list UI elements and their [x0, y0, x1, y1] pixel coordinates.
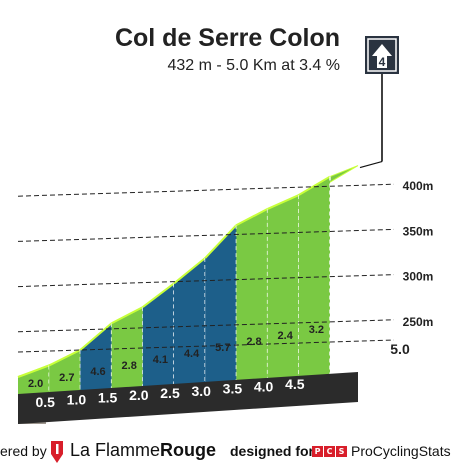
- profile-segments: [17, 175, 331, 394]
- gradient-labels: 2.0 2.7 4.6 2.8 4.1 4.4 5.7 2.8 2.4 3.2: [28, 324, 324, 390]
- baseline-gridline: [17, 339, 395, 353]
- category-marker: 44: [359, 36, 399, 169]
- gradient-label: 5.7: [215, 342, 230, 354]
- pcs-badge-c: C: [324, 446, 335, 457]
- distance-band: 0.5 1.0 1.5 2.0 2.5 3.0 3.5 4.0 4.5 5.0: [18, 341, 410, 424]
- gradient-label: 4.1: [153, 354, 168, 366]
- segment-edge: [48, 348, 81, 367]
- segment-edge: [17, 364, 50, 378]
- la-flamme-rouge-logo-icon: [51, 441, 63, 463]
- km-label: 2.0: [129, 387, 149, 403]
- footer: ered by La FlammeRouge designed for P C …: [0, 437, 455, 468]
- elevation-tick-label: 250m: [403, 315, 434, 329]
- km-label: 4.0: [254, 378, 274, 394]
- segment-edge: [142, 282, 175, 308]
- elevation-tick-label: 300m: [403, 270, 434, 284]
- km-label: 2.5: [160, 385, 180, 401]
- pcs-badge-p: P: [312, 446, 323, 457]
- gradient-label: 2.7: [59, 372, 74, 384]
- gradient-label: 2.8: [246, 336, 261, 348]
- distance-band-face: [18, 372, 358, 424]
- segment-edge: [111, 306, 144, 325]
- segment-edge: [79, 322, 113, 351]
- powered-by-text: ered by: [0, 443, 47, 459]
- segment-face: [205, 225, 237, 394]
- elevation-gridline: [17, 319, 395, 333]
- gradient-label: 2.0: [28, 378, 43, 390]
- km-label: 1.0: [67, 392, 87, 408]
- gradient-label: 2.4: [278, 330, 294, 342]
- category-label-bg: [377, 56, 387, 68]
- pcs-badge-icon: P C S: [312, 446, 347, 457]
- procyclingstats-link[interactable]: ProCyclingStats: [351, 443, 451, 459]
- elevation-tick-label: 400m: [403, 179, 434, 193]
- segment-face: [80, 323, 112, 394]
- gradient-label: 4.4: [184, 348, 200, 360]
- km-label: 0.5: [35, 394, 55, 410]
- segment-face: [267, 195, 299, 394]
- elevation-tick-label: 350m: [403, 224, 434, 238]
- mountain-category-icon: [372, 44, 392, 56]
- segment-face: [18, 365, 50, 394]
- category-pointer: [359, 160, 383, 169]
- pcs-badge-s: S: [336, 446, 347, 457]
- segment-edge: [298, 175, 331, 196]
- elevation-gridline: [17, 183, 395, 197]
- segment-face: [111, 307, 143, 394]
- brand-regular: La Flamme: [70, 440, 161, 460]
- la-flamme-rouge-brand[interactable]: La FlammeRouge: [70, 440, 216, 461]
- segment-face: [236, 208, 268, 394]
- gradient-label: 2.8: [122, 360, 137, 372]
- km-label: 1.5: [98, 389, 118, 405]
- segment-face: [49, 349, 81, 394]
- elevation-axis: 250m 300m 350m 400m: [403, 179, 434, 329]
- designed-for-text: designed for: [230, 443, 315, 459]
- km-label: 5.0: [390, 341, 410, 357]
- elevation-gridline: [17, 228, 395, 242]
- km-label: 3.0: [191, 383, 211, 399]
- km-label: 3.5: [223, 381, 243, 397]
- climb-title: Col de Serre Colon: [114, 24, 340, 52]
- brand-bold: Rouge: [160, 440, 217, 460]
- elevation-gridlines: [17, 183, 395, 353]
- category-number: 4: [379, 55, 386, 69]
- segment-edge: [235, 208, 269, 226]
- elevation-gridline: [17, 274, 395, 288]
- gradient-label: 3.2: [309, 324, 324, 336]
- segment-edge: [204, 224, 238, 259]
- segment-face: [298, 176, 330, 394]
- gradient-label: 4.6: [90, 366, 105, 378]
- segment-edge: [173, 257, 206, 285]
- km-label: 4.5: [285, 376, 305, 392]
- category-box-border: [367, 38, 397, 72]
- climb-subtitle: 432 m - 5.0 Km at 3.4 %: [167, 57, 340, 74]
- segment-face: [142, 283, 174, 394]
- segment-edge: [267, 194, 300, 210]
